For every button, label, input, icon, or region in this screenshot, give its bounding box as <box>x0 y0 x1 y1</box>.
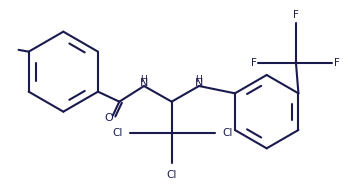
Text: F: F <box>293 10 299 20</box>
Text: N: N <box>195 78 203 88</box>
Text: N: N <box>139 78 148 88</box>
Text: H: H <box>195 75 202 84</box>
Text: F: F <box>334 58 340 68</box>
Text: H: H <box>140 75 147 84</box>
Text: Cl: Cl <box>112 128 123 138</box>
Text: O: O <box>104 113 113 123</box>
Text: F: F <box>251 58 257 68</box>
Text: Cl: Cl <box>223 128 233 138</box>
Text: Cl: Cl <box>166 170 177 180</box>
